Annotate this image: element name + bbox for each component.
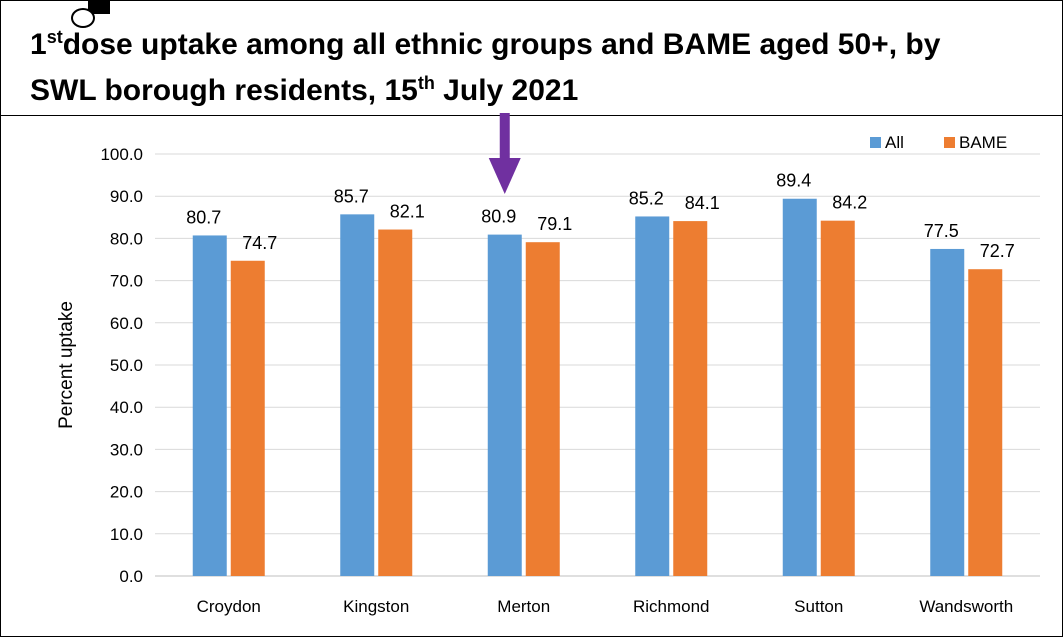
y-axis-label: Percent uptake xyxy=(56,301,77,429)
y-tick-label: 70.0 xyxy=(110,272,143,291)
down-arrow-icon xyxy=(488,113,521,194)
data-label: 80.7 xyxy=(186,207,221,227)
bar-all xyxy=(487,234,522,577)
title-box xyxy=(0,0,1063,116)
title-part: dose uptake among all ethnic groups and … xyxy=(62,28,941,61)
bar-all xyxy=(635,216,670,576)
category-label: Sutton xyxy=(794,597,843,616)
category-label: Richmond xyxy=(633,597,710,616)
bar-all xyxy=(930,248,965,576)
data-label: 84.1 xyxy=(685,193,720,213)
data-label: 82.1 xyxy=(390,202,425,222)
y-tick-label: 30.0 xyxy=(110,440,143,459)
legend-label: BAME xyxy=(959,133,1007,152)
title-part: 1 xyxy=(30,28,47,61)
category-label: Kingston xyxy=(343,597,409,616)
data-label: 85.2 xyxy=(629,188,664,208)
bar-all xyxy=(340,214,375,576)
y-tick-label: 0.0 xyxy=(119,567,143,586)
oval-mark xyxy=(71,8,95,28)
y-tick-label: 10.0 xyxy=(110,525,143,544)
data-label: 84.2 xyxy=(832,193,867,213)
bar-all xyxy=(192,235,227,577)
data-label: 79.1 xyxy=(537,214,572,234)
legend-swatch-bame xyxy=(944,137,955,148)
chart-title-line-1: 1stdose uptake among all ethnic groups a… xyxy=(30,22,1040,68)
chart-title-line-2: SWL borough residents, 15th July 2021 xyxy=(30,68,1040,114)
arrow-shaft xyxy=(499,113,510,159)
bar-bame xyxy=(378,229,413,576)
category-label: Wandsworth xyxy=(919,597,1013,616)
legend-label: All xyxy=(885,133,904,152)
legend-swatch-all xyxy=(870,137,881,148)
black-rectangle-mark xyxy=(88,0,110,14)
category-label: Merton xyxy=(497,597,550,616)
arrow-head xyxy=(488,158,521,194)
y-tick-label: 90.0 xyxy=(110,187,143,206)
y-tick-label: 50.0 xyxy=(110,356,143,375)
y-tick-label: 100.0 xyxy=(100,145,143,164)
data-label: 74.7 xyxy=(242,233,277,253)
data-label: 80.9 xyxy=(481,207,516,227)
bar-bame xyxy=(230,260,265,576)
bar-all xyxy=(782,198,817,576)
title-part: SWL borough residents, 15 xyxy=(30,74,418,107)
chart-title: 1stdose uptake among all ethnic groups a… xyxy=(30,22,1040,114)
title-superscript: st xyxy=(46,27,63,47)
bar-bame xyxy=(525,242,560,576)
data-label: 77.5 xyxy=(924,221,959,241)
bar-bame xyxy=(968,269,1003,576)
data-label: 89.4 xyxy=(776,171,811,191)
title-superscript: th xyxy=(417,73,435,93)
y-tick-label: 80.0 xyxy=(110,229,143,248)
title-part: July 2021 xyxy=(434,74,579,107)
data-label: 72.7 xyxy=(980,241,1015,261)
bar-bame xyxy=(820,220,855,576)
category-label: Croydon xyxy=(197,597,261,616)
y-tick-label: 20.0 xyxy=(110,483,143,502)
y-tick-label: 60.0 xyxy=(110,314,143,333)
y-tick-label: 40.0 xyxy=(110,398,143,417)
data-label: 85.7 xyxy=(334,186,369,206)
bar-bame xyxy=(673,221,708,576)
